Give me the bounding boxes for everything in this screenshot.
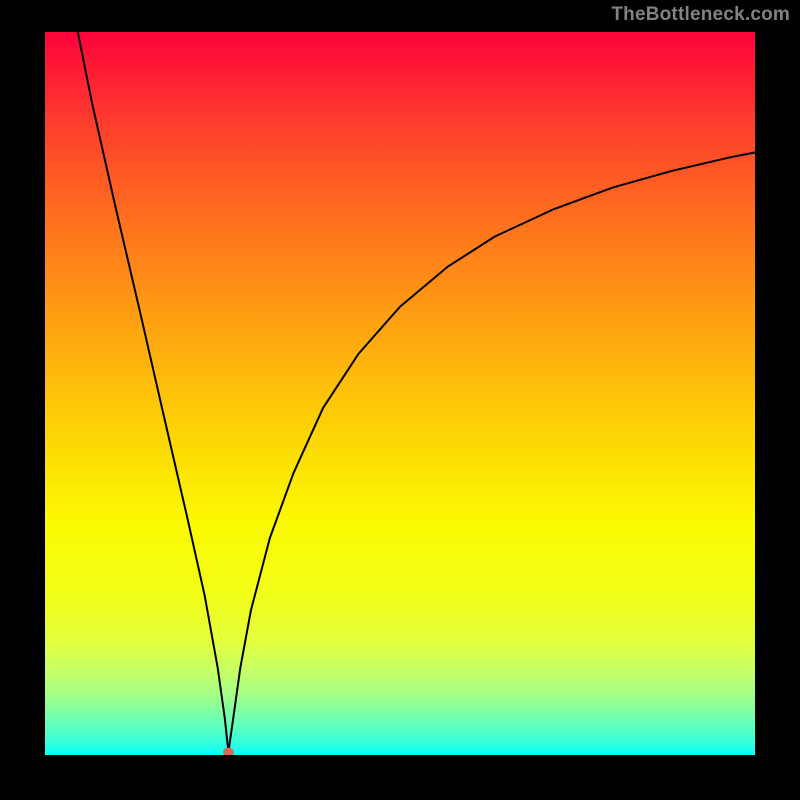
chart-container: TheBottleneck.com <box>0 0 800 800</box>
chart-svg <box>0 0 800 800</box>
watermark-text: TheBottleneck.com <box>611 4 790 26</box>
plot-background-gradient <box>45 32 755 755</box>
